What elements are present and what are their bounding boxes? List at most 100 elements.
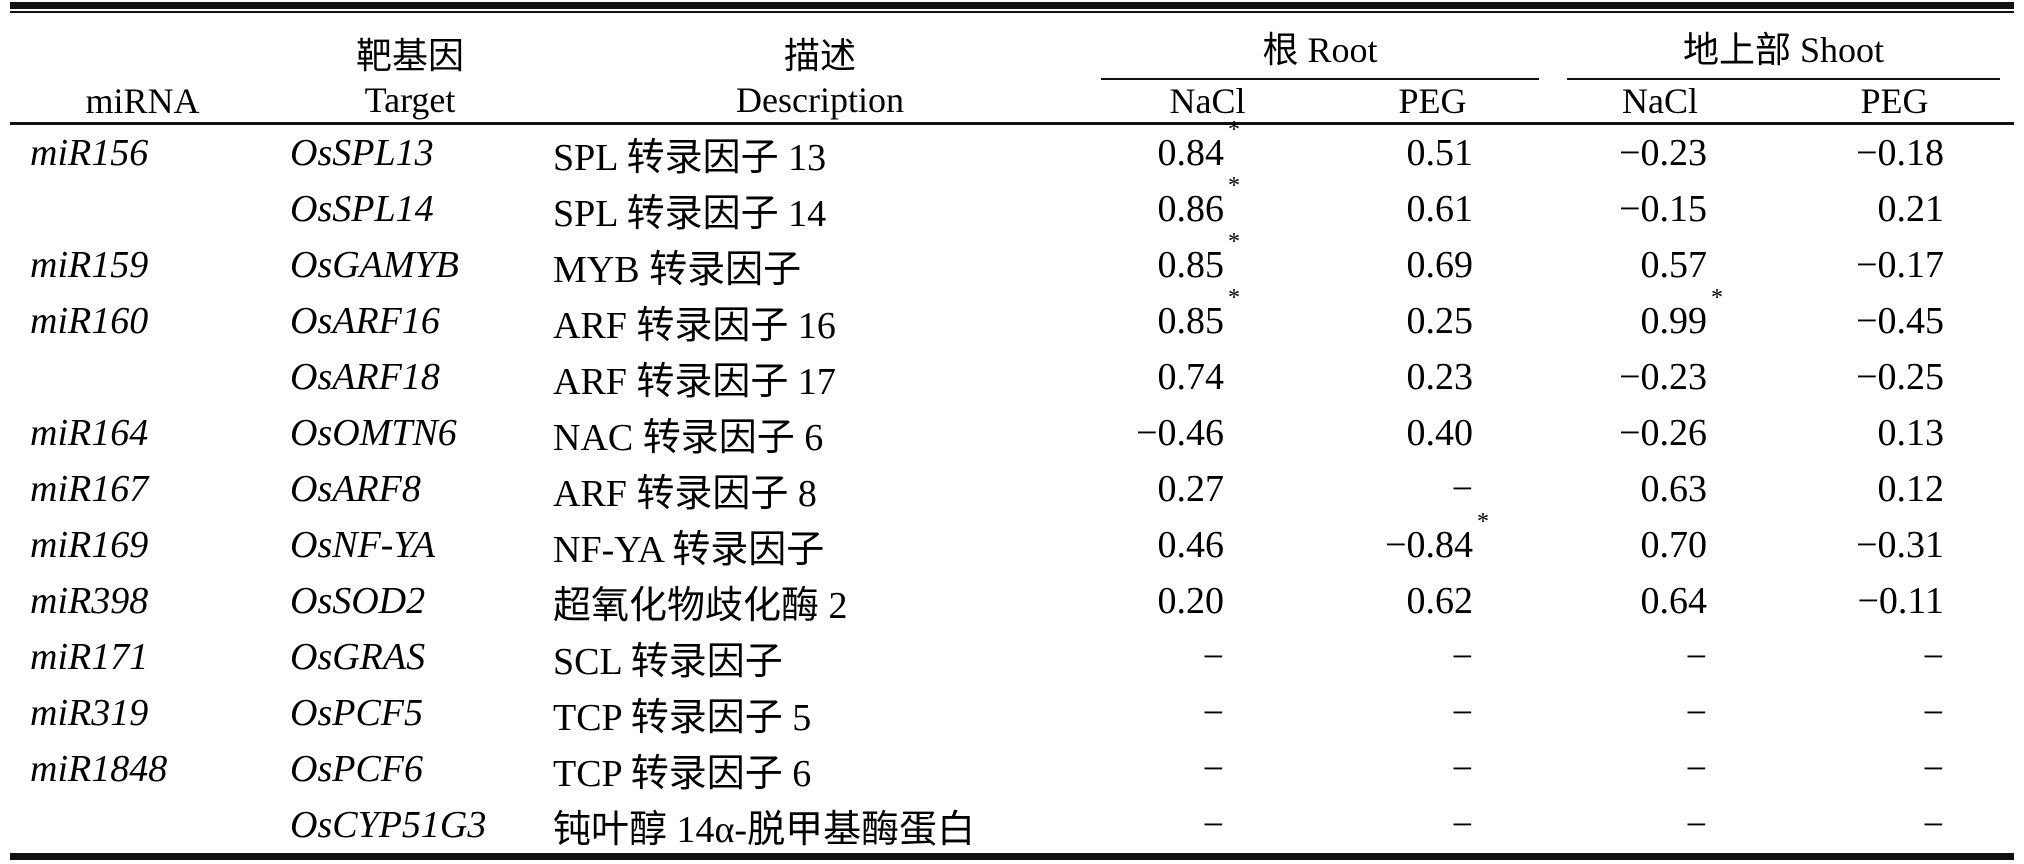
target-gene-cell: OsPCF6 <box>290 748 423 790</box>
table-row: miR156 OsSPL13 SPL 转录因子 13 0.84* 0.51 −0.23 −0… <box>10 117 2014 182</box>
root-peg-value: − <box>1451 804 1474 846</box>
description-cell: NF-YA 转录因子 <box>553 528 825 571</box>
root-peg-value: 0.23 <box>1406 356 1474 398</box>
root-nacl-value: 0.27 <box>1157 468 1225 510</box>
shoot-nacl-value: − <box>1685 692 1708 734</box>
description-cell: TCP 转录因子 5 <box>553 696 812 739</box>
mirna-cell: miR156 <box>30 132 149 174</box>
root-peg-value: 0.25 <box>1406 300 1474 342</box>
table-row: miR398 OsSOD2 超氧化物歧化酶 2 0.20 0.62 0.64 −0.11 <box>10 573 2014 629</box>
description-cell: SPL 转录因子 14 <box>553 192 827 235</box>
root-peg-value: 0.40 <box>1406 412 1474 454</box>
root-nacl-value: − <box>1202 692 1224 734</box>
header-sub-row: NaCl PEG NaCl PEG <box>10 80 2015 125</box>
target-gene-cell: OsGRAS <box>290 636 426 678</box>
shoot-nacl-value: 0.99* <box>1640 285 1724 342</box>
top-rule-thick <box>10 2 2014 9</box>
description-cell: MYB 转录因子 <box>553 248 802 291</box>
root-peg-value: − <box>1451 748 1474 790</box>
shoot-peg-value: −0.45 <box>1856 300 1945 342</box>
top-rule-thin <box>10 11 2014 13</box>
shoot-nacl-value: −0.15 <box>1619 188 1708 230</box>
mirna-cell: miR159 <box>30 244 149 286</box>
target-gene-cell: OsCYP51G3 <box>290 804 487 846</box>
table-row: miR160 OsARF16 ARF 转录因子 16 0.85* 0.25 0.99* −0… <box>10 285 2014 349</box>
target-gene-cell: OsGAMYB <box>290 244 459 286</box>
header-target-en: Target <box>364 80 456 120</box>
shoot-peg-value: −0.17 <box>1856 244 1945 286</box>
mirna-cell: miR164 <box>30 412 149 454</box>
shoot-nacl-value: 0.64 <box>1640 580 1708 622</box>
shoot-nacl-value: −0.23 <box>1619 132 1708 174</box>
root-peg-value: − <box>1451 692 1474 734</box>
root-nacl-value: 0.74 <box>1157 356 1225 398</box>
mirna-cell <box>10 181 275 237</box>
shoot-peg-value: −0.11 <box>1857 580 1945 622</box>
mirna-correlation-table: miRNA 靶基因 Target 描述 Description 根 Root <box>10 13 2015 854</box>
description-cell: ARF 转录因子 8 <box>553 472 817 515</box>
root-peg-value: 0.62 <box>1406 580 1474 622</box>
bottom-rule <box>10 853 2014 860</box>
shoot-peg-value: 0.13 <box>1877 412 1945 454</box>
shoot-nacl-value: −0.23 <box>1619 356 1708 398</box>
root-peg-value: − <box>1451 636 1474 678</box>
target-gene-cell: OsSPL13 <box>290 132 434 174</box>
header-group-row: miRNA 靶基因 Target 描述 Description 根 Root <box>10 13 2014 125</box>
target-gene-cell: OsPCF5 <box>290 692 423 734</box>
description-cell: SCL 转录因子 <box>553 640 783 683</box>
header-group-root-label: 根 Root <box>1262 29 1378 70</box>
description-cell: TCP 转录因子 6 <box>553 752 812 795</box>
root-peg-value: 0.61 <box>1406 188 1474 230</box>
header-root-peg: PEG <box>1320 80 1546 125</box>
table-row: miR159 OsGAMYB MYB 转录因子 0.85* 0.69 0.57 −0.17 <box>10 229 2014 293</box>
header-target-zh: 靶基因 <box>355 36 464 76</box>
table-header: miRNA 靶基因 Target 描述 Description 根 Root <box>10 13 2015 125</box>
shoot-peg-value: − <box>1922 692 1945 734</box>
shoot-nacl-value: 0.70 <box>1640 524 1708 566</box>
root-nacl-value: −0.46 <box>1136 412 1224 454</box>
table-body: miR156 OsSPL13 SPL 转录因子 13 0.84* 0.51 −0.23 −0… <box>10 117 2014 854</box>
root-nacl-value: 0.86* <box>1157 173 1241 230</box>
header-mirna: miRNA <box>10 13 275 125</box>
mirna-cell: miR171 <box>30 636 149 678</box>
root-nacl-value: − <box>1202 748 1224 790</box>
root-nacl-value: − <box>1202 804 1224 846</box>
target-gene-cell: OsNF-YA <box>290 524 436 566</box>
header-group-shoot: 地上部 Shoot <box>1545 13 2014 80</box>
shoot-nacl-value: − <box>1685 804 1708 846</box>
mirna-cell: miR398 <box>30 580 149 622</box>
root-peg-value: 0.69 <box>1406 244 1474 286</box>
description-cell: ARF 转录因子 16 <box>553 304 836 347</box>
header-root-nacl: NaCl <box>1095 80 1320 125</box>
shoot-peg-value: − <box>1922 804 1945 846</box>
mirna-cell: miR1848 <box>30 748 168 790</box>
header-description: 描述 Description <box>545 13 1095 125</box>
shoot-peg-value: − <box>1922 748 1945 790</box>
shoot-peg-value: −0.31 <box>1856 524 1945 566</box>
root-nacl-value: 0.20 <box>1157 580 1225 622</box>
table-row: miR167 OsARF8 ARF 转录因子 8 0.27 − 0.63 0.12 <box>10 461 2014 517</box>
description-cell: NAC 转录因子 6 <box>553 416 824 459</box>
target-gene-cell: OsARF16 <box>290 300 440 342</box>
target-gene-cell: OsOMTN6 <box>290 412 457 454</box>
root-peg-value: −0.84* <box>1385 509 1490 566</box>
header-group-shoot-label: 地上部 Shoot <box>1683 29 1885 70</box>
mirna-cell: miR167 <box>30 468 149 510</box>
description-cell: 钝叶醇 14α-脱甲基酶蛋白 <box>553 808 976 851</box>
mirna-cell <box>10 349 275 405</box>
header-group-root: 根 Root <box>1095 13 1545 80</box>
root-peg-value: 0.51 <box>1406 132 1474 174</box>
shoot-peg-value: −0.25 <box>1856 356 1945 398</box>
table-row: miR164 OsOMTN6 NAC 转录因子 6 −0.46 0.40 −0.26 0.1… <box>10 405 2014 461</box>
table-row: OsSPL14 SPL 转录因子 14 0.86* 0.61 −0.15 0.21 <box>10 173 2014 237</box>
shoot-peg-value: 0.12 <box>1877 468 1945 510</box>
target-gene-cell: OsSOD2 <box>290 580 426 622</box>
target-gene-cell: OsARF18 <box>290 356 440 398</box>
header-shoot-nacl: NaCl <box>1545 80 1776 125</box>
header-shoot-peg: PEG <box>1775 80 2015 125</box>
header-description-zh: 描述 <box>783 36 856 76</box>
root-nacl-value: 0.85* <box>1157 285 1241 342</box>
table-row: OsARF18 ARF 转录因子 17 0.74 0.23 −0.23 −0.25 <box>10 349 2014 405</box>
root-nacl-value: 0.85* <box>1157 229 1241 286</box>
